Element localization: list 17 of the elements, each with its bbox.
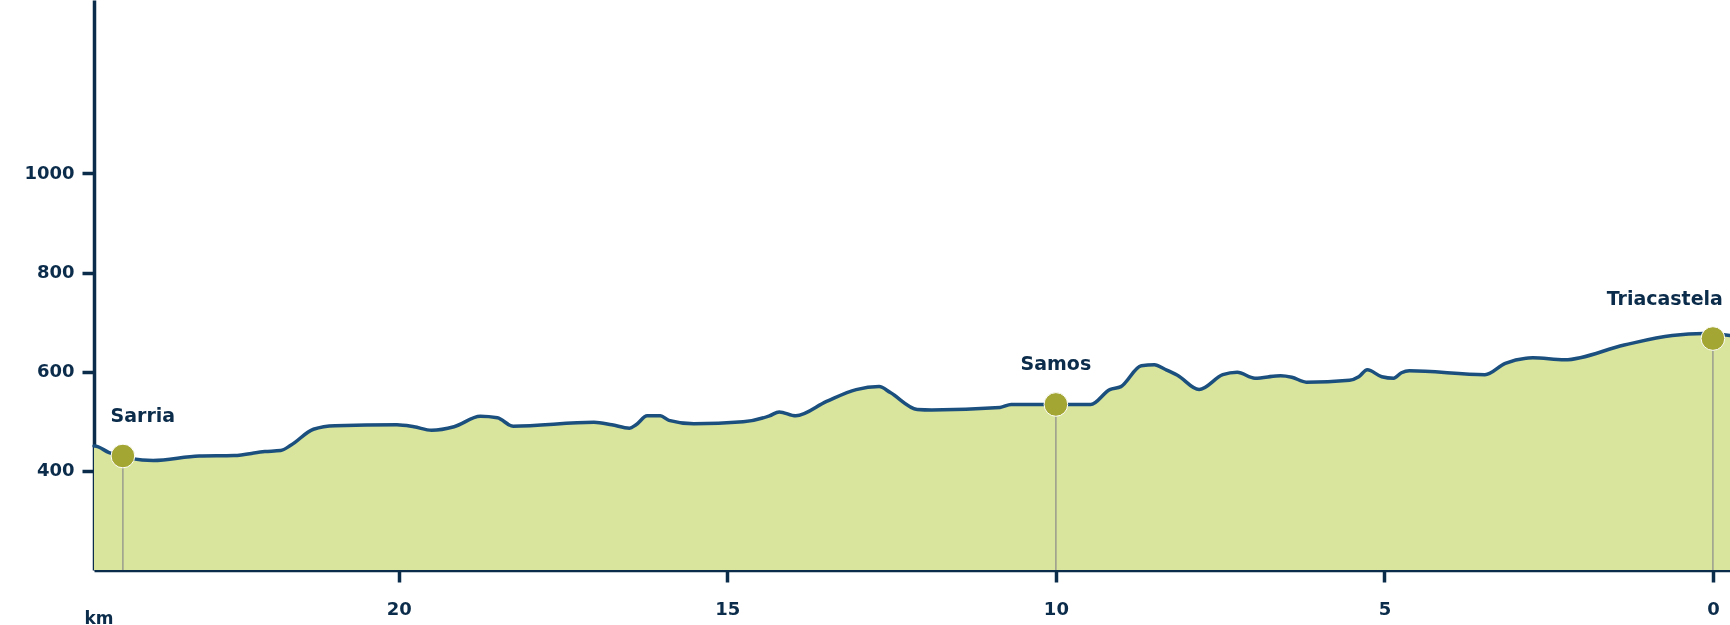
y-tick-label: 600 xyxy=(36,360,75,382)
y-tick-label: 400 xyxy=(36,459,75,481)
annotation: Sarria xyxy=(110,404,176,426)
x-tick-label: 15 xyxy=(715,597,741,619)
x-tick-label: 20 xyxy=(386,597,412,619)
point xyxy=(1700,326,1726,351)
point xyxy=(110,443,136,469)
y-tick-label: 1000 xyxy=(24,161,75,183)
x-tick-label: 5 xyxy=(1378,597,1392,619)
annotation: Samos xyxy=(1020,352,1092,375)
y-tick-label: 800 xyxy=(36,261,75,283)
point xyxy=(1043,392,1069,417)
x-axis-title: km xyxy=(84,607,114,625)
annotation: Triacastela xyxy=(1606,286,1723,309)
line-series xyxy=(92,331,1730,463)
x-tick-label: 0 xyxy=(1707,597,1720,619)
x-tick-label: 10 xyxy=(1043,597,1069,619)
